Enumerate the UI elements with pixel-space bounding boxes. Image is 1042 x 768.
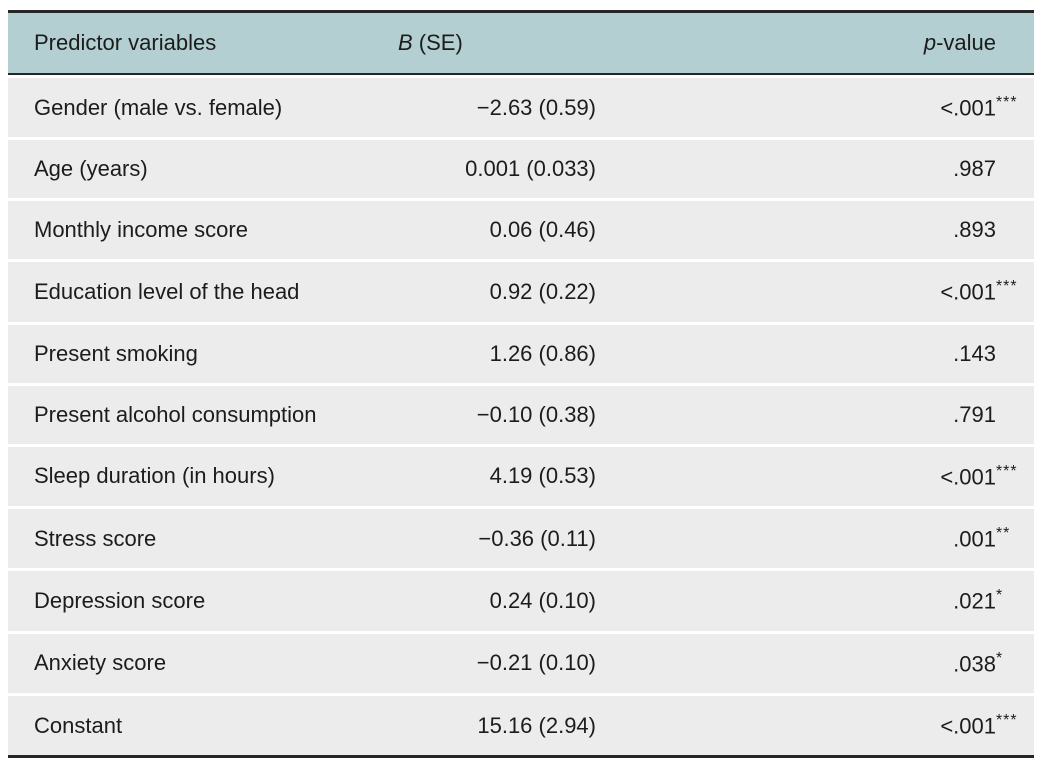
header-p-symbol: p <box>923 30 937 55</box>
predictor-cell: Education level of the head <box>8 259 394 322</box>
p-value-text: <.001 <box>940 279 996 305</box>
header-se-label: (SE) <box>412 30 463 55</box>
table-row: Education level of the head 0.92 (0.22) … <box>8 259 1034 322</box>
predictor-cell: Present smoking <box>8 321 394 383</box>
header-b-symbol: B <box>398 30 413 55</box>
regression-results-table: Predictor variables B (SE) p-value Gende… <box>8 10 1034 759</box>
table-body: Gender (male vs. female) −2.63 (0.59) <.… <box>8 75 1034 759</box>
p-value-cell: <.001*** <box>598 692 1034 759</box>
predictor-cell: Gender (male vs. female) <box>8 75 394 138</box>
table-header: Predictor variables B (SE) p-value <box>8 10 1034 75</box>
table-row: Stress score −0.36 (0.11) .001** <box>8 505 1034 569</box>
predictor-cell: Depression score <box>8 568 394 631</box>
table-row: Constant 15.16 (2.94) <.001*** <box>8 692 1034 759</box>
p-value-text: <.001 <box>940 713 996 739</box>
b-se-cell: 1.26 (0.86) <box>394 321 598 383</box>
p-value-text: .791 <box>953 401 996 427</box>
table-row: Anxiety score −0.21 (0.10) .038* <box>8 630 1034 693</box>
b-se-cell: 4.19 (0.53) <box>394 443 598 506</box>
p-value-cell: <.001*** <box>598 75 1034 138</box>
table-row: Sleep duration (in hours) 4.19 (0.53) <.… <box>8 443 1034 506</box>
table-row: Depression score 0.24 (0.10) .021* <box>8 568 1034 631</box>
b-se-cell: −0.21 (0.10) <box>394 630 598 693</box>
p-value-cell: .038* <box>598 630 1034 693</box>
predictor-cell: Present alcohol consumption <box>8 382 394 444</box>
p-value-cell: .893 <box>598 198 1034 260</box>
table-row: Gender (male vs. female) −2.63 (0.59) <.… <box>8 75 1034 138</box>
regression-table-container: Predictor variables B (SE) p-value Gende… <box>8 10 1034 759</box>
p-value-cell: .987 <box>598 137 1034 199</box>
p-value-text: .987 <box>953 156 996 182</box>
p-value-text: .893 <box>953 217 996 243</box>
header-p-suffix: -value <box>936 30 996 55</box>
b-se-cell: −2.63 (0.59) <box>394 75 598 138</box>
p-value-text: <.001 <box>940 95 996 121</box>
b-se-cell: 0.001 (0.033) <box>394 137 598 199</box>
predictor-cell: Anxiety score <box>8 630 394 693</box>
b-se-cell: 0.06 (0.46) <box>394 198 598 260</box>
table-row: Age (years) 0.001 (0.033) .987 <box>8 137 1034 199</box>
p-value-text: .038 <box>953 650 996 676</box>
p-value-cell: <.001*** <box>598 443 1034 506</box>
header-p-value: p-value <box>598 10 1034 75</box>
p-value-text: <.001 <box>940 463 996 489</box>
b-se-cell: 15.16 (2.94) <box>394 692 598 759</box>
b-se-cell: 0.24 (0.10) <box>394 568 598 631</box>
header-b-se: B (SE) <box>394 10 598 75</box>
predictor-cell: Sleep duration (in hours) <box>8 443 394 506</box>
predictor-cell: Constant <box>8 692 394 759</box>
p-value-cell: <.001*** <box>598 259 1034 322</box>
predictor-cell: Stress score <box>8 505 394 569</box>
b-se-cell: −0.10 (0.38) <box>394 382 598 444</box>
predictor-cell: Age (years) <box>8 137 394 199</box>
p-value-text: .143 <box>953 340 996 366</box>
p-value-text: .001 <box>953 526 996 552</box>
b-se-cell: 0.92 (0.22) <box>394 259 598 322</box>
table-row: Present smoking 1.26 (0.86) .143 <box>8 321 1034 383</box>
header-predictor-variables: Predictor variables <box>8 10 394 75</box>
predictor-cell: Monthly income score <box>8 198 394 260</box>
p-value-cell: .021* <box>598 568 1034 631</box>
b-se-cell: −0.36 (0.11) <box>394 505 598 569</box>
p-value-text: .021 <box>953 588 996 614</box>
p-value-cell: .791 <box>598 382 1034 444</box>
p-value-cell: .143 <box>598 321 1034 383</box>
table-row: Monthly income score 0.06 (0.46) .893 <box>8 198 1034 260</box>
header-row: Predictor variables B (SE) p-value <box>8 10 1034 75</box>
table-row: Present alcohol consumption −0.10 (0.38)… <box>8 382 1034 444</box>
p-value-cell: .001** <box>598 505 1034 569</box>
